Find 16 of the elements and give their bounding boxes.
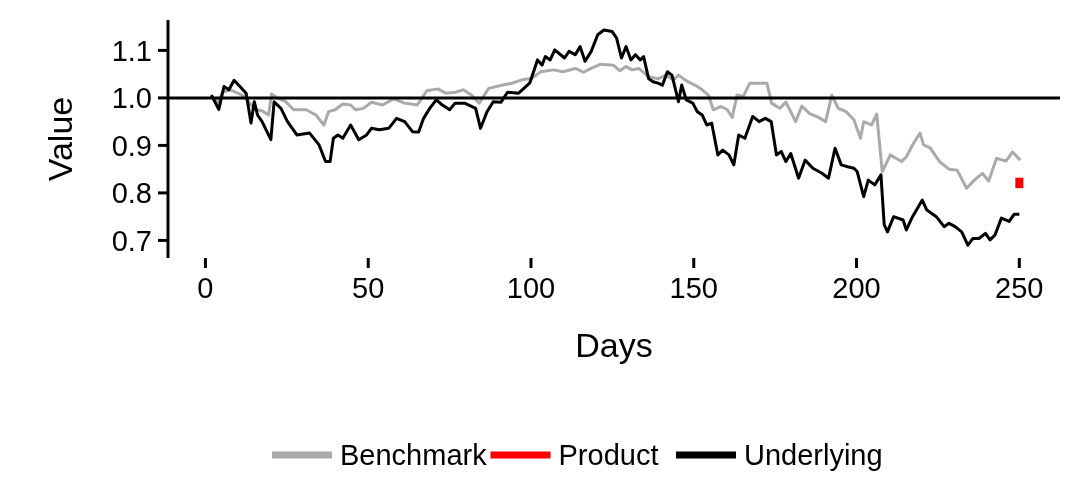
y-tick-label: 1.1 (111, 34, 152, 67)
y-axis-title: Value (41, 96, 79, 182)
x-tick-label: 200 (832, 272, 881, 304)
x-tick-label: 50 (352, 272, 385, 304)
legend-label: Underlying (744, 439, 883, 472)
legend-label: Product (558, 439, 659, 472)
x-tick-label: 100 (506, 272, 556, 304)
y-tick-label: 0.7 (111, 224, 152, 257)
x-tick-label: 250 (995, 272, 1044, 304)
y-tick-label: 0.8 (111, 177, 152, 210)
x-axis-title: Days (575, 326, 653, 364)
x-tick-label: 150 (669, 272, 718, 304)
legend-label: Benchmark (340, 439, 488, 472)
y-tick-label: 0.9 (111, 129, 152, 162)
x-tick-label: 0 (197, 272, 214, 304)
y-tick-label: 1.0 (111, 82, 152, 115)
